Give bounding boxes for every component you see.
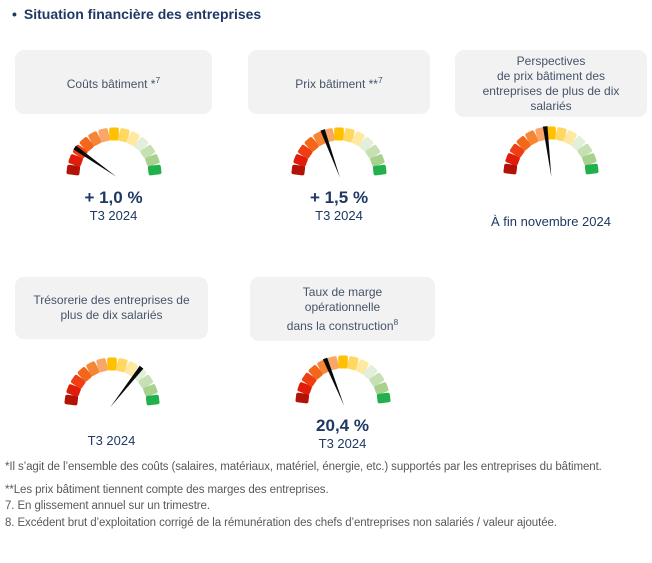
card-header-line: dans la construction8 [286,316,399,333]
panel-tresorerie: Trésorerie des entreprises de plus de di… [15,277,208,448]
gauge-tresorerie [63,357,160,408]
card-header-line: de prix bâtiment des [496,68,606,83]
gauge-period: T3 2024 [315,208,363,223]
footnote-ref: 7 [155,74,161,85]
gauge-value: + 1,0 % [84,188,143,207]
card-header-line: plus de dix salariés [60,308,163,322]
footnote-costs: *Il s’agit de l’ensemble des coûts (sala… [5,461,602,473]
card-header-line: Taux de marge [302,284,383,299]
footnote-7: 7. En glissement annuel sur un trimestre… [5,500,210,512]
card-header-line: Prix bâtiment **7 [295,74,383,91]
bullet-icon: • [12,6,17,22]
page-title: Situation financière des entreprises [23,6,262,22]
card-header-line: entreprises de plus de dix [482,83,620,98]
gauge-value: 20,4 % [316,416,369,435]
panel-perspectives-prix: Perspectives de prix bâtiment des entrep… [455,50,647,229]
section-title: • Situation financière des entreprises [12,6,261,22]
card-prix-batiment-header: Prix bâtiment **7 [248,50,430,114]
footnote-ref: 7 [377,74,383,85]
gauge-couts-batiment [65,127,162,177]
panel-couts-batiment: Coûts bâtiment *7 + 1,0 % T3 2024 [15,50,212,223]
gauge-period: T3 2024 [318,436,367,451]
gauge-prix-batiment [291,127,387,178]
gauge-perspectives-prix [503,126,599,177]
gauge-period: À fin novembre 2024 [491,214,611,229]
gauge-period: T3 2024 [87,433,136,448]
card-header-line: Perspectives [516,53,586,68]
card-tresorerie-header: Trésorerie des entreprises de plus de di… [15,277,208,339]
card-header-line: Trésorerie des entreprises de [33,293,190,307]
footnote-prices: **Les prix bâtiment tiennent compte des … [5,483,329,496]
footnote-ref: 8 [393,316,399,327]
card-header-line: opérationnelle [304,299,381,314]
gauge-value: + 1,5 % [309,188,369,207]
gauge-taux-marge [294,355,391,406]
card-couts-batiment-header: Coûts bâtiment *7 [15,50,212,114]
panel-taux-marge: Taux de marge opérationnelle dans la con… [250,277,435,451]
card-header-line: Coûts bâtiment *7 [66,74,161,91]
card-perspectives-header: Perspectives de prix bâtiment des entrep… [455,50,647,117]
card-taux-marge-header: Taux de marge opérationnelle dans la con… [250,277,435,341]
panel-prix-batiment: Prix bâtiment **7 + 1,5 % T3 2024 [248,50,430,223]
footnote-8: 8. Excédent brut d’exploitation corrigé … [5,516,557,529]
card-header-line: salariés [530,98,572,113]
footnotes: *Il s’agit de l’ensemble des coûts (sala… [5,460,605,532]
gauge-period: T3 2024 [89,208,138,223]
